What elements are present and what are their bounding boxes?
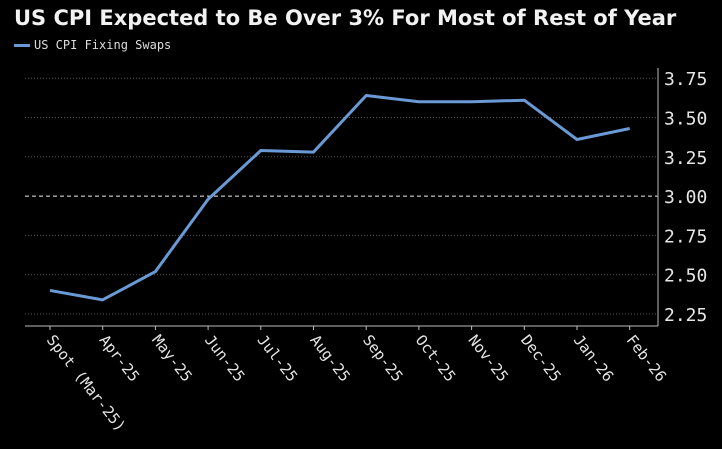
y-tick-label: 3.75 — [664, 69, 707, 90]
x-tick-label: Sep-25 — [359, 331, 407, 385]
x-tick-label: Jan-26 — [570, 331, 618, 385]
x-tick-label: Jun-25 — [201, 331, 249, 385]
y-tick-label: 2.25 — [664, 305, 707, 326]
y-tick-label: 2.50 — [664, 266, 707, 287]
x-tick-label: Feb-26 — [623, 331, 671, 385]
y-tick-label: 3.00 — [664, 187, 707, 208]
legend: US CPI Fixing Swaps — [14, 38, 171, 52]
x-tick-label: Dec-25 — [517, 331, 565, 385]
x-tick-label: Oct-25 — [412, 331, 460, 385]
y-tick-label: 3.25 — [664, 148, 707, 169]
x-tick-label: May-25 — [148, 331, 196, 385]
x-tick-label: Aug-25 — [306, 331, 354, 385]
x-tick-label: Apr-25 — [96, 331, 144, 385]
chart-title: US CPI Expected to Be Over 3% For Most o… — [14, 6, 677, 30]
legend-swatch — [14, 43, 30, 47]
y-tick-label: 2.75 — [664, 226, 707, 247]
y-tick-label: 3.50 — [664, 109, 707, 130]
x-tick-label: Nov-25 — [464, 331, 512, 385]
x-tick-label: Jul-25 — [254, 331, 302, 385]
legend-label: US CPI Fixing Swaps — [34, 38, 172, 52]
series-line — [49, 93, 631, 302]
